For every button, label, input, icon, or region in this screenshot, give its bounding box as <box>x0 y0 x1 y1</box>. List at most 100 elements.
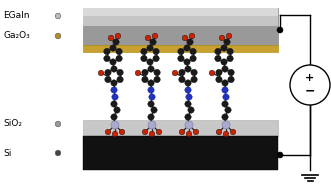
Circle shape <box>185 101 191 107</box>
Text: EGaIn: EGaIn <box>3 12 29 20</box>
Circle shape <box>55 121 61 127</box>
Circle shape <box>55 150 61 156</box>
Circle shape <box>148 80 154 86</box>
Circle shape <box>184 45 190 51</box>
Circle shape <box>110 59 116 65</box>
Circle shape <box>145 35 151 41</box>
Circle shape <box>182 35 188 41</box>
Circle shape <box>222 101 228 107</box>
Circle shape <box>186 131 192 137</box>
Circle shape <box>193 129 199 135</box>
Text: −: − <box>305 84 315 98</box>
Circle shape <box>150 39 156 45</box>
Circle shape <box>152 33 158 39</box>
Circle shape <box>110 45 116 51</box>
Circle shape <box>116 55 122 62</box>
Circle shape <box>188 107 194 113</box>
Circle shape <box>115 33 121 39</box>
Circle shape <box>191 69 197 76</box>
Circle shape <box>219 35 225 41</box>
Circle shape <box>112 131 118 137</box>
Circle shape <box>227 55 233 62</box>
Circle shape <box>153 48 159 55</box>
Circle shape <box>147 45 153 51</box>
Circle shape <box>189 33 195 39</box>
Circle shape <box>184 59 190 65</box>
Circle shape <box>222 114 228 120</box>
Circle shape <box>224 39 230 45</box>
Circle shape <box>149 94 155 100</box>
Circle shape <box>142 129 148 135</box>
Circle shape <box>98 70 104 76</box>
Circle shape <box>141 48 147 55</box>
Circle shape <box>185 114 191 120</box>
Bar <box>83 136 278 170</box>
Circle shape <box>154 76 160 83</box>
Circle shape <box>147 59 153 65</box>
Circle shape <box>111 121 119 129</box>
Circle shape <box>55 33 61 39</box>
Circle shape <box>104 55 110 62</box>
Circle shape <box>209 70 215 76</box>
Circle shape <box>156 129 162 135</box>
Circle shape <box>114 107 120 113</box>
Circle shape <box>142 76 148 83</box>
Circle shape <box>105 129 111 135</box>
Circle shape <box>221 45 227 51</box>
Circle shape <box>179 129 185 135</box>
Circle shape <box>221 59 227 65</box>
Circle shape <box>226 33 232 39</box>
Circle shape <box>154 69 160 76</box>
Circle shape <box>116 48 122 55</box>
Circle shape <box>222 121 230 129</box>
Circle shape <box>178 55 184 62</box>
Circle shape <box>104 48 110 55</box>
Circle shape <box>222 66 228 72</box>
Circle shape <box>216 129 222 135</box>
Circle shape <box>178 48 184 55</box>
Circle shape <box>105 76 111 83</box>
Text: +: + <box>306 73 315 83</box>
Circle shape <box>117 76 123 83</box>
Circle shape <box>186 94 192 100</box>
Circle shape <box>179 69 185 76</box>
Circle shape <box>230 129 236 135</box>
Circle shape <box>223 94 229 100</box>
Circle shape <box>111 87 117 93</box>
Circle shape <box>179 76 185 83</box>
Circle shape <box>111 114 117 120</box>
Circle shape <box>225 107 231 113</box>
Circle shape <box>112 94 118 100</box>
Circle shape <box>216 69 222 76</box>
Circle shape <box>142 69 148 76</box>
Circle shape <box>153 55 159 62</box>
Circle shape <box>187 39 193 45</box>
Circle shape <box>151 107 157 113</box>
Circle shape <box>215 55 221 62</box>
Circle shape <box>149 131 155 137</box>
Circle shape <box>222 87 228 93</box>
Circle shape <box>108 35 114 41</box>
Circle shape <box>119 129 125 135</box>
Text: SiO₂: SiO₂ <box>3 119 22 129</box>
Circle shape <box>228 69 234 76</box>
Circle shape <box>215 48 221 55</box>
Circle shape <box>105 69 111 76</box>
Circle shape <box>277 27 283 33</box>
Bar <box>83 8 278 45</box>
Circle shape <box>185 66 191 72</box>
Circle shape <box>141 55 147 62</box>
Text: Ga₂O₃: Ga₂O₃ <box>3 32 30 40</box>
Circle shape <box>290 65 330 105</box>
Circle shape <box>113 39 119 45</box>
Circle shape <box>135 70 141 76</box>
Circle shape <box>148 87 154 93</box>
Circle shape <box>277 152 283 158</box>
Text: Si: Si <box>3 149 11 157</box>
Circle shape <box>222 80 228 86</box>
Circle shape <box>190 55 196 62</box>
Circle shape <box>148 101 154 107</box>
Bar <box>83 45 278 52</box>
Circle shape <box>111 80 117 86</box>
Circle shape <box>185 80 191 86</box>
